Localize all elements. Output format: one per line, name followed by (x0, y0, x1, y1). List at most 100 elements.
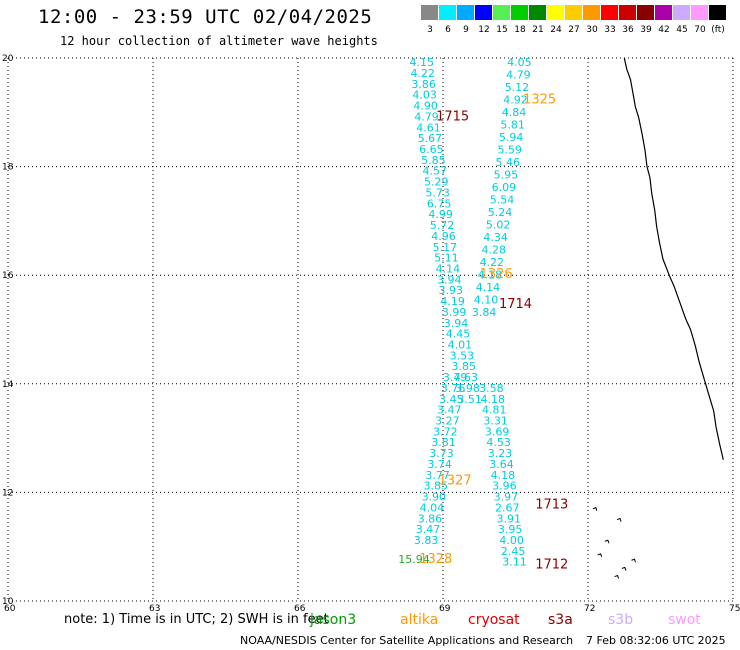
wave-height-label: 3.85 (424, 480, 449, 493)
wave-height-label: 4.03 (412, 89, 437, 102)
wave-height-label: 4.96 (431, 230, 456, 243)
wave-height-label: 3.96 (492, 480, 517, 493)
wave-height-label: 4.53 (486, 436, 511, 449)
note-text: note: 1) Time is in UTC; 2) SWH is in fe… (64, 612, 329, 627)
wave-height-label: 5.46 (496, 156, 521, 169)
wave-height-label: 4.15 (409, 56, 434, 69)
satellite-s3a: s3a (548, 612, 573, 628)
wave-height-label: 4.00 (499, 534, 524, 547)
wave-height-label: 4.99 (428, 208, 453, 221)
wave-height-label: 5.95 (494, 169, 519, 182)
wave-height-label: 2.45 (501, 545, 526, 558)
lat-tick-label: 16 (2, 271, 14, 281)
wave-height-label: 2.67 (495, 501, 520, 514)
wave-height-label: 4.92 (503, 94, 528, 107)
island-shape (592, 507, 598, 511)
lat-tick-label: 10 (2, 597, 14, 607)
wave-height-label: 5.85 (421, 154, 446, 167)
wave-height-label: 3.98 (455, 382, 480, 395)
legend-swatch (583, 5, 600, 20)
wave-height-label: 5.29 (424, 176, 449, 189)
legend-swatch (421, 5, 438, 20)
wave-height-label: 4.05 (507, 56, 532, 69)
wave-height-label: 3.81 (431, 436, 456, 449)
wave-height-label: 4.18 (481, 393, 506, 406)
legend-swatch (529, 5, 546, 20)
wave-height-label: 4.18 (491, 469, 516, 482)
wave-height-label: 3.11 (502, 556, 527, 569)
lon-tick-label: 63 (149, 604, 160, 612)
wave-height-label: 5.59 (497, 144, 522, 157)
wave-height-label: 3.94 (437, 273, 462, 286)
wave-height-label: 3.76 (441, 382, 466, 395)
wave-height-label: 4.28 (482, 243, 507, 256)
wave-height-label: 4.57 (423, 165, 448, 178)
wave-height-label: 4.14 (436, 262, 461, 275)
lon-tick-label: 69 (439, 604, 451, 612)
wave-height-label: 3.72 (433, 425, 458, 438)
map-title: 12:00 - 23:59 UTC 02/04/2025 (38, 6, 373, 28)
island-shape (616, 517, 622, 522)
wave-height-label: 4.84 (502, 106, 527, 119)
wave-height-label: 3.51 (457, 393, 482, 406)
wave-height-label: 6.75 (427, 197, 452, 210)
satellite-s3b: s3b (608, 612, 634, 628)
legend-label: 39 (640, 25, 652, 35)
wave-height-label: 3.95 (498, 523, 523, 536)
legend-swatch (601, 5, 618, 20)
wave-height-label: 4.19 (440, 295, 465, 308)
pass-id-label: 1713 (535, 498, 568, 513)
footer-agency: NOAA/NESDIS Center for Satellite Applica… (240, 634, 574, 647)
legend-label: 42 (658, 25, 670, 35)
wave-height-label: 4.22 (480, 256, 505, 269)
wave-height-label: 4.01 (448, 339, 473, 352)
legend-swatch (655, 5, 672, 20)
lat-tick-label: 12 (2, 488, 13, 498)
wave-height-label: 3.74 (427, 458, 452, 471)
wave-height-label: 5.73 (425, 186, 450, 199)
pass-id-label: 1325 (523, 93, 556, 108)
lon-tick-label: 66 (294, 604, 306, 612)
wave-height-label: 5.67 (418, 132, 443, 145)
wave-height-label: 5.24 (488, 206, 513, 219)
legend-label: 70 (694, 25, 706, 35)
wave-height-label: 4.34 (483, 231, 508, 244)
pass-id-label: 1327 (439, 473, 472, 488)
wave-height-label: 15.94 (398, 553, 430, 566)
wave-height-label: 3.58 (479, 382, 504, 395)
map-subtitle: 12 hour collection of altimeter wave hei… (60, 34, 378, 48)
legend-label: 21 (532, 25, 544, 35)
legend-label: 3 (427, 25, 433, 35)
satellite-jason3: jason3 (310, 612, 357, 628)
satellite-swot: swot (668, 612, 701, 628)
island-shape (621, 566, 627, 571)
legend-label: 12 (478, 25, 490, 35)
legend-label: 45 (676, 25, 688, 35)
legend-swatch (457, 5, 474, 20)
wave-height-label: 5.17 (433, 241, 458, 254)
legend-swatch (547, 5, 564, 20)
coastline (623, 57, 724, 460)
wave-height-label: 4.63 (453, 371, 478, 384)
lon-tick-label: 75 (729, 604, 740, 612)
wave-height-label: 4.04 (420, 501, 445, 514)
wave-height-label: 4.81 (482, 404, 507, 417)
legend-swatch (691, 5, 708, 20)
wave-height-label: 5.81 (500, 119, 525, 132)
legend-swatch (475, 5, 492, 20)
legend-label: 18 (514, 25, 526, 35)
wave-height-label: 4.61 (416, 121, 441, 134)
pass-id-label: 1715 (436, 109, 469, 124)
footer-timestamp: 7 Feb 08:32:06 UTC 2025 (586, 634, 726, 647)
wave-height-label: 3.83 (414, 534, 439, 547)
pass-id-label: 1328 (419, 552, 452, 567)
wave-height-label: 4.14 (476, 281, 501, 294)
legend-label: 33 (604, 25, 616, 35)
wave-height-label: 4.45 (446, 328, 471, 341)
wave-height-label: 3.27 (435, 415, 460, 428)
satellite-cryosat: cryosat (468, 612, 520, 628)
wave-height-label: 3.86 (411, 78, 436, 91)
legend-swatch (673, 5, 690, 20)
wave-height-label: 3.47 (437, 404, 462, 417)
wave-height-label: 5.12 (505, 81, 530, 94)
